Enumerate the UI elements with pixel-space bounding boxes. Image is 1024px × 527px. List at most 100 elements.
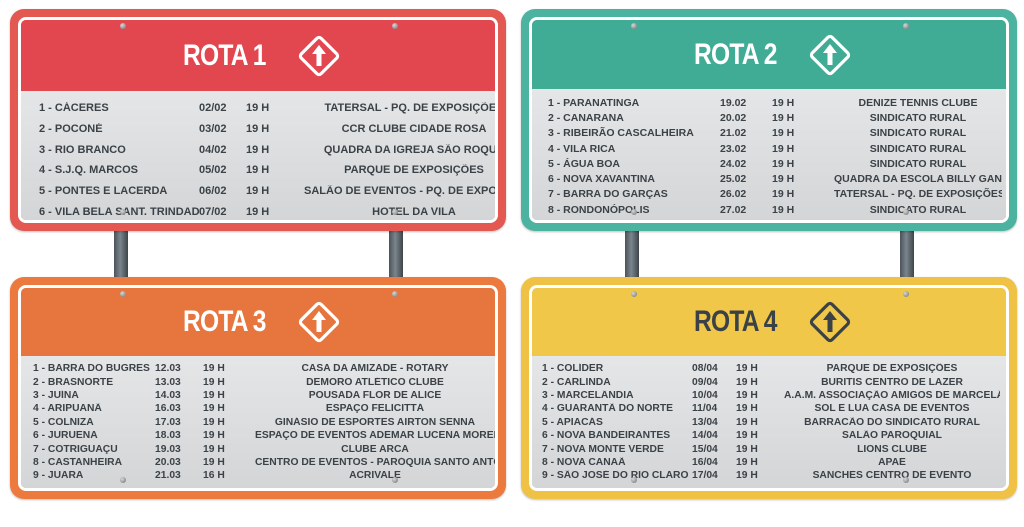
route-sign-3: ROTA 3 1 - BARRA DO BUGRES 12.03 19 H CASA D… [10, 277, 506, 499]
stop-date: 13/04 [692, 416, 718, 428]
stop-city: 6 - JURUENA [33, 430, 98, 442]
schedule-row: 9 - JUARA 21.03 16 H ACRIVALE [21, 469, 495, 482]
stop-place: SINDICATO RURAL [869, 142, 967, 155]
stop-time: 19 H [203, 389, 225, 401]
schedule-row: 4 - ARIPUANÃ 16.03 19 H ESPAÇO FELICITTÁ [21, 402, 495, 415]
schedule-row: 1 - BARRA DO BUGRES 12.03 19 H CASA DA AMIZ… [21, 362, 495, 375]
schedule-row: 8 - NOVA CANAÃ 16/04 19 H APAE [532, 456, 1006, 469]
bolt-icon [903, 477, 909, 483]
route-title: ROTA 2 [693, 37, 777, 71]
arrow-up-sign-icon [807, 299, 853, 345]
stop-time: 19 H [772, 111, 795, 124]
stop-place: DEMORO ATLÉTICO CLUBE [306, 376, 444, 388]
stop-time: 19 H [203, 430, 225, 442]
schedule-row: 5 - ÁGUA BOA 24.02 19 H SINDICATO RURAL [532, 156, 1006, 171]
sign-header: ROTA 1 [21, 20, 495, 91]
bolt-icon [631, 23, 637, 29]
stop-place: GINÁSIO DE ESPORTES AIRTON SENNA [274, 416, 476, 428]
stop-place: CASA DA AMIZADE - ROTARY [301, 363, 449, 375]
stop-date: 06/02 [199, 185, 227, 198]
schedule-row: 6 - NOVA XAVANTINA 25.02 19 H QUADRA DA ESC… [532, 171, 1006, 186]
stop-time: 19 H [203, 363, 225, 375]
stop-date: 24.02 [720, 157, 747, 170]
stop-date: 20.03 [155, 456, 181, 468]
stop-city: 6 - NOVA BANDEIRANTES [542, 430, 671, 442]
schedule-row: 7 - COTRIGUAÇU 19.03 19 H CLUBE ARCA [21, 442, 495, 455]
stop-place: APAE [878, 456, 906, 468]
stop-date: 16/04 [692, 456, 718, 468]
schedule-table: 1 - CÁCERES 02/02 19 H TATERSAL - PQ. DE EX… [21, 91, 495, 220]
stop-place: PARQUE DE EXPOSIÇÕES [826, 363, 958, 375]
stop-city: 2 - CARLINDA [542, 376, 611, 388]
stop-place: SINDICATO RURAL [869, 111, 967, 124]
stop-city: 1 - COLÍDER [542, 363, 604, 375]
schedule-row: 8 - RONDONÓPOLIS 27.02 19 H SINDICATO RURAL [532, 202, 1006, 217]
stop-date: 15/04 [692, 443, 718, 455]
stop-city: 8 - CASTANHEIRA [33, 456, 123, 468]
schedule-row: 5 - COLNIZA 17.03 19 H GINÁSIO DE ESPORTES … [21, 416, 495, 429]
stop-date: 19.02 [720, 96, 747, 109]
stop-city: 1 - CÁCERES [39, 102, 109, 115]
schedule-row: 6 - NOVA BANDEIRANTES 14/04 19 H SALÃO PARO… [532, 429, 1006, 442]
route-title: ROTA 3 [182, 305, 266, 338]
stop-time: 19 H [736, 416, 758, 428]
stop-time: 19 H [246, 123, 270, 136]
stop-place: SANCHES CENTRO DE EVENTO [812, 470, 972, 482]
stop-date: 10/04 [692, 389, 718, 401]
stop-time: 19 H [772, 173, 795, 186]
schedule-row: 4 - VILA RICA 23.02 19 H SINDICATO RURAL [532, 141, 1006, 156]
stop-date: 17.03 [155, 416, 181, 428]
stop-place: TATERSAL - PQ. DE EXPOSIÇÕES [834, 188, 1002, 201]
schedule-row: 6 - JURUENA 18.03 19 H ESPAÇO DE EVENTOS AD… [21, 429, 495, 442]
stop-city: 7 - BARRA DO GARÇAS [548, 188, 668, 201]
bolt-icon [120, 477, 126, 483]
stop-time: 19 H [203, 403, 225, 415]
stop-city: 7 - COTRIGUAÇU [33, 443, 118, 455]
stop-city: 9 - JUARA [33, 470, 84, 482]
stop-date: 12.03 [155, 363, 181, 375]
stop-place: BURITIS CENTRO DE LAZER [821, 376, 963, 388]
stop-place: SINDICATO RURAL [869, 157, 967, 170]
schedule-row: 3 - MARCELÂNDIA 10/04 19 H A.A.M. ASSOCIAÇÃ… [532, 389, 1006, 402]
stop-time: 19 H [736, 389, 758, 401]
sign-board: ROTA 2 1 - PARANATINGA 19.02 19 H DENIZE TEN… [529, 17, 1009, 223]
route-sign-1: ROTA 1 1 - CÁCERES 02/02 19 H TATERSAL - PQ.… [10, 9, 506, 231]
bolt-icon [392, 209, 398, 215]
stop-place: A.A.M. ASSOCIAÇÃO AMIGOS DE MARCELÂNDIA [784, 389, 1000, 401]
sign-post [114, 231, 128, 277]
stop-place: POUSADA FLOR DE ALICE [308, 389, 442, 401]
stop-time: 19 H [203, 416, 225, 428]
route-sign-4: ROTA 4 1 - COLÍDER 08/04 19 H PARQUE DE EXPO… [521, 277, 1017, 499]
stop-city: 2 - CANARANA [548, 111, 624, 124]
bolt-icon [392, 291, 398, 297]
stop-city: 4 - ARIPUANÃ [33, 403, 102, 415]
bolt-icon [631, 477, 637, 483]
stop-time: 19 H [203, 376, 225, 388]
schedule-row: 4 - S.J.Q. MARCOS 05/02 19 H PARQUE DE EXPO… [21, 160, 495, 181]
stop-time: 19 H [203, 456, 225, 468]
stop-date: 09/04 [692, 376, 718, 388]
stop-time: 19 H [772, 188, 795, 201]
schedule-table: 1 - BARRA DO BUGRES 12.03 19 H CASA DA AMIZ… [21, 356, 495, 488]
stop-date: 26.02 [720, 188, 747, 201]
sign-header: ROTA 3 [21, 288, 495, 356]
bolt-icon [120, 23, 126, 29]
stop-place: CLUBE ARCA [341, 443, 409, 455]
stop-date: 08/04 [692, 363, 718, 375]
stop-date: 07/02 [199, 205, 227, 218]
stop-date: 20.02 [720, 111, 747, 124]
schedule-table: 1 - COLÍDER 08/04 19 H PARQUE DE EXPOSIÇÕES… [532, 356, 1006, 488]
bolt-icon [392, 477, 398, 483]
schedule-row: 2 - POCONÉ 03/02 19 H CCR CLUBE CIDADE ROSA [21, 119, 495, 140]
stop-time: 19 H [736, 430, 758, 442]
bolt-icon [903, 209, 909, 215]
stop-place: SINDICATO RURAL [869, 127, 967, 140]
stop-date: 17/04 [692, 470, 718, 482]
schedule-row: 2 - CARLINDA 09/04 19 H BURITIS CENTRO DE L… [532, 375, 1006, 388]
stop-date: 14.03 [155, 389, 181, 401]
bolt-icon [392, 23, 398, 29]
stop-city: 8 - NOVA CANAÃ [542, 456, 626, 468]
stop-place: QUADRA DA ESCOLA BILLY GANCHO [834, 173, 1002, 186]
schedule-row: 7 - NOVA MONTE VERDE 15/04 19 H LIONS CLUBE [532, 442, 1006, 455]
stop-place: TATERSAL - PQ. DE EXPOSIÇÕES [324, 102, 498, 115]
